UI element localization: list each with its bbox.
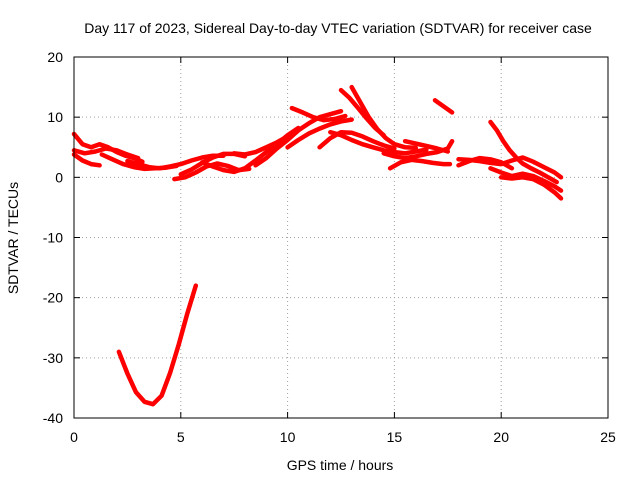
y-tick-label: 20 bbox=[47, 49, 63, 65]
y-tick-label: -40 bbox=[43, 410, 63, 426]
series-line-arc-2 bbox=[71, 146, 141, 161]
plot-frame bbox=[73, 56, 609, 419]
x-axis-label: GPS time / hours bbox=[287, 457, 394, 473]
series-line-arc-10 bbox=[253, 108, 344, 168]
y-tick-label: 10 bbox=[47, 109, 63, 125]
axis-ticks: 0 5 10 15 20 25 -40 -30 -20 -10 0 10 20 bbox=[43, 49, 616, 445]
series-line-arc-22 bbox=[456, 155, 515, 171]
x-tick-label: 5 bbox=[177, 429, 185, 445]
x-tick-label: 10 bbox=[280, 429, 296, 445]
y-tick-label: -10 bbox=[43, 230, 63, 246]
data-series bbox=[71, 84, 564, 407]
chart-title: Day 117 of 2023, Sidereal Day-to-day VTE… bbox=[84, 20, 592, 36]
x-tick-label: 0 bbox=[70, 429, 78, 445]
x-tick-label: 20 bbox=[493, 429, 509, 445]
series-line-arc-18 bbox=[387, 157, 453, 171]
series-line-arc-11 bbox=[289, 105, 348, 123]
series-line-arc-19 bbox=[402, 138, 451, 154]
series-line-arc-20 bbox=[432, 98, 455, 115]
y-tick-label: -20 bbox=[43, 290, 63, 306]
series-line-arc-24 bbox=[488, 166, 564, 193]
series-line-arc-16 bbox=[328, 129, 429, 156]
series-line-arc-5 bbox=[125, 153, 226, 171]
series-line-arc-12 bbox=[285, 117, 354, 150]
series-line-arc-15 bbox=[349, 84, 419, 151]
series-line-arc-25 bbox=[498, 175, 564, 201]
y-tick-label: 0 bbox=[55, 169, 63, 185]
series-line-arc-9 bbox=[231, 126, 301, 157]
y-axis-label: SDTVAR / TECUs bbox=[5, 182, 21, 294]
x-tick-label: 15 bbox=[387, 429, 403, 445]
x-tick-label: 25 bbox=[600, 429, 616, 445]
series-line-arc-13 bbox=[317, 129, 397, 151]
series-line-arc-26 bbox=[116, 283, 199, 407]
series-line-arc-23 bbox=[488, 119, 559, 185]
y-tick-label: -30 bbox=[43, 350, 63, 366]
series-line-arc-3 bbox=[71, 152, 102, 168]
